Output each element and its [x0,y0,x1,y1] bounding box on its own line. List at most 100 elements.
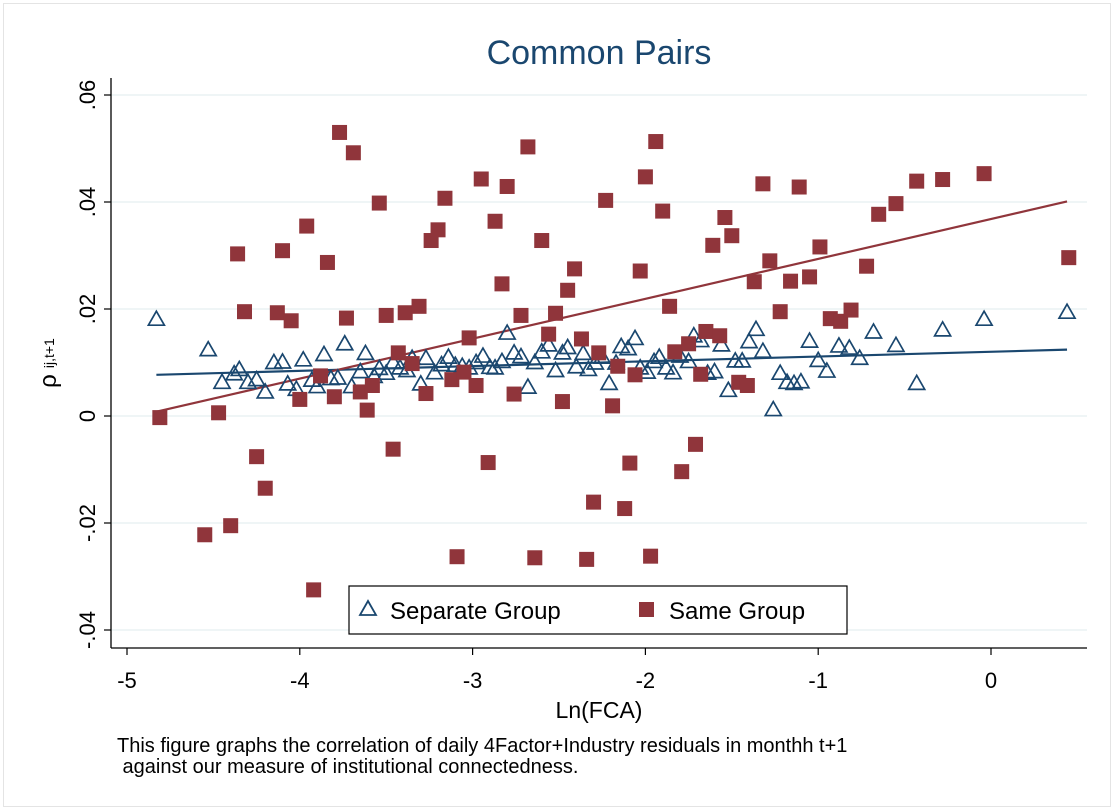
data-point-separate-group [800,331,820,348]
data-point-separate-group [314,344,334,362]
data-point-separate-group [656,358,676,375]
legend-label-same-group: Same Group [669,598,805,625]
data-point-separate-group [369,358,389,376]
data-point-same-group [935,172,951,188]
data-point-separate-group [791,372,811,389]
data-point-separate-group [224,364,244,381]
data-point-same-group [292,391,308,407]
caption-line-2: against our measure of institutional con… [117,756,579,778]
data-point-same-group [249,449,265,465]
data-point-separate-group [625,328,645,346]
data-point-separate-group [518,377,538,394]
legend-label-separate-group: Separate Group [390,598,561,625]
y-tick-label: .02 [75,294,100,325]
data-point-same-group [888,196,904,212]
y-axis-label-subscript: ij,t+1 [41,338,57,368]
data-point-separate-group [763,399,783,417]
data-point-same-group [648,134,664,150]
y-axis-label-main: ρ [35,374,62,388]
data-point-same-group [739,378,755,394]
data-point-separate-group [525,352,545,370]
data-point-same-group [332,124,348,140]
data-point-same-group [724,228,740,244]
data-point-separate-group [425,362,445,380]
data-point-separate-group [438,347,458,364]
data-point-same-group [783,273,799,289]
data-point-same-group [674,464,690,480]
data-point-same-group [352,384,368,400]
data-point-same-group [283,313,299,329]
data-point-separate-group [711,335,731,352]
data-point-same-group [859,258,875,274]
svg-text:ρij,t+1: ρ ij,t+1 [35,338,62,388]
figure-frame [3,3,1111,807]
data-point-separate-group [886,335,906,353]
data-point-same-group [755,176,771,192]
figure-caption: This figure graphs the correlation of da… [117,736,847,778]
data-point-same-group [230,246,246,262]
legend: Separate Group Same Group [348,585,848,635]
x-tick-label: -2 [636,668,656,693]
data-point-same-group [617,501,633,517]
data-point-separate-group [705,361,724,379]
x-tick-label: 0 [985,668,997,693]
x-tick-label: -1 [808,668,828,693]
legend-triangle-icon [358,599,378,616]
x-axis-label: Ln(FCA) [556,697,643,723]
data-point-same-group [717,210,733,226]
data-point-same-group [385,441,401,457]
x-axis-ticks: -5 -4 -3 -2 -1 0 [117,648,997,693]
data-point-same-group [313,368,329,384]
data-point-same-group [632,263,648,279]
data-point-separate-group [504,343,524,360]
data-point-same-group [345,145,361,161]
data-point-separate-group [278,374,298,391]
data-point-same-group [610,358,626,374]
data-point-separate-group [293,350,313,367]
y-axis-label: ρ ij,t+1 [35,338,62,388]
data-point-separate-group [839,338,859,355]
data-point-same-group [197,527,213,543]
data-point-same-group [812,239,828,255]
data-point-same-group [643,548,659,564]
data-point-separate-group [229,359,249,377]
data-point-same-group [662,298,678,314]
legend-square-icon [639,602,654,617]
y-tick-label: 0 [75,410,100,422]
data-point-separate-group [198,339,218,357]
data-point-separate-group [644,351,664,369]
data-point-separate-group [328,368,348,385]
data-point-same-group [152,410,168,426]
data-point-same-group [371,195,387,211]
data-point-separate-group [212,372,232,390]
data-point-separate-group [746,319,766,337]
data-point-same-group [976,166,992,182]
data-point-separate-group [850,348,870,366]
data-point-same-group [364,378,380,394]
legend-box [348,585,848,635]
data-point-same-group [520,139,536,155]
data-point-same-group [688,436,704,452]
data-point-separate-group [497,323,517,340]
x-tick-label: -4 [290,668,310,693]
data-point-separate-group [864,322,883,339]
data-point-same-group [411,298,427,314]
data-point-same-group [404,356,420,372]
data-point-separate-group [273,352,292,369]
data-point-same-group [772,304,788,320]
data-point-separate-group [573,343,593,361]
data-point-same-group [237,304,253,320]
data-point-same-group [554,394,570,410]
data-point-same-group [390,345,406,361]
data-point-same-group [681,336,697,352]
data-point-same-group [513,307,529,323]
y-tick-label: -.04 [75,611,100,649]
data-point-separate-group [264,352,284,370]
data-point-same-group [473,171,489,187]
data-point-same-group [430,222,446,238]
data-point-separate-group [146,309,166,327]
data-point-separate-group [492,351,512,369]
data-point-separate-group [649,347,669,364]
data-point-same-group [269,305,285,321]
data-point-same-group [449,549,465,565]
